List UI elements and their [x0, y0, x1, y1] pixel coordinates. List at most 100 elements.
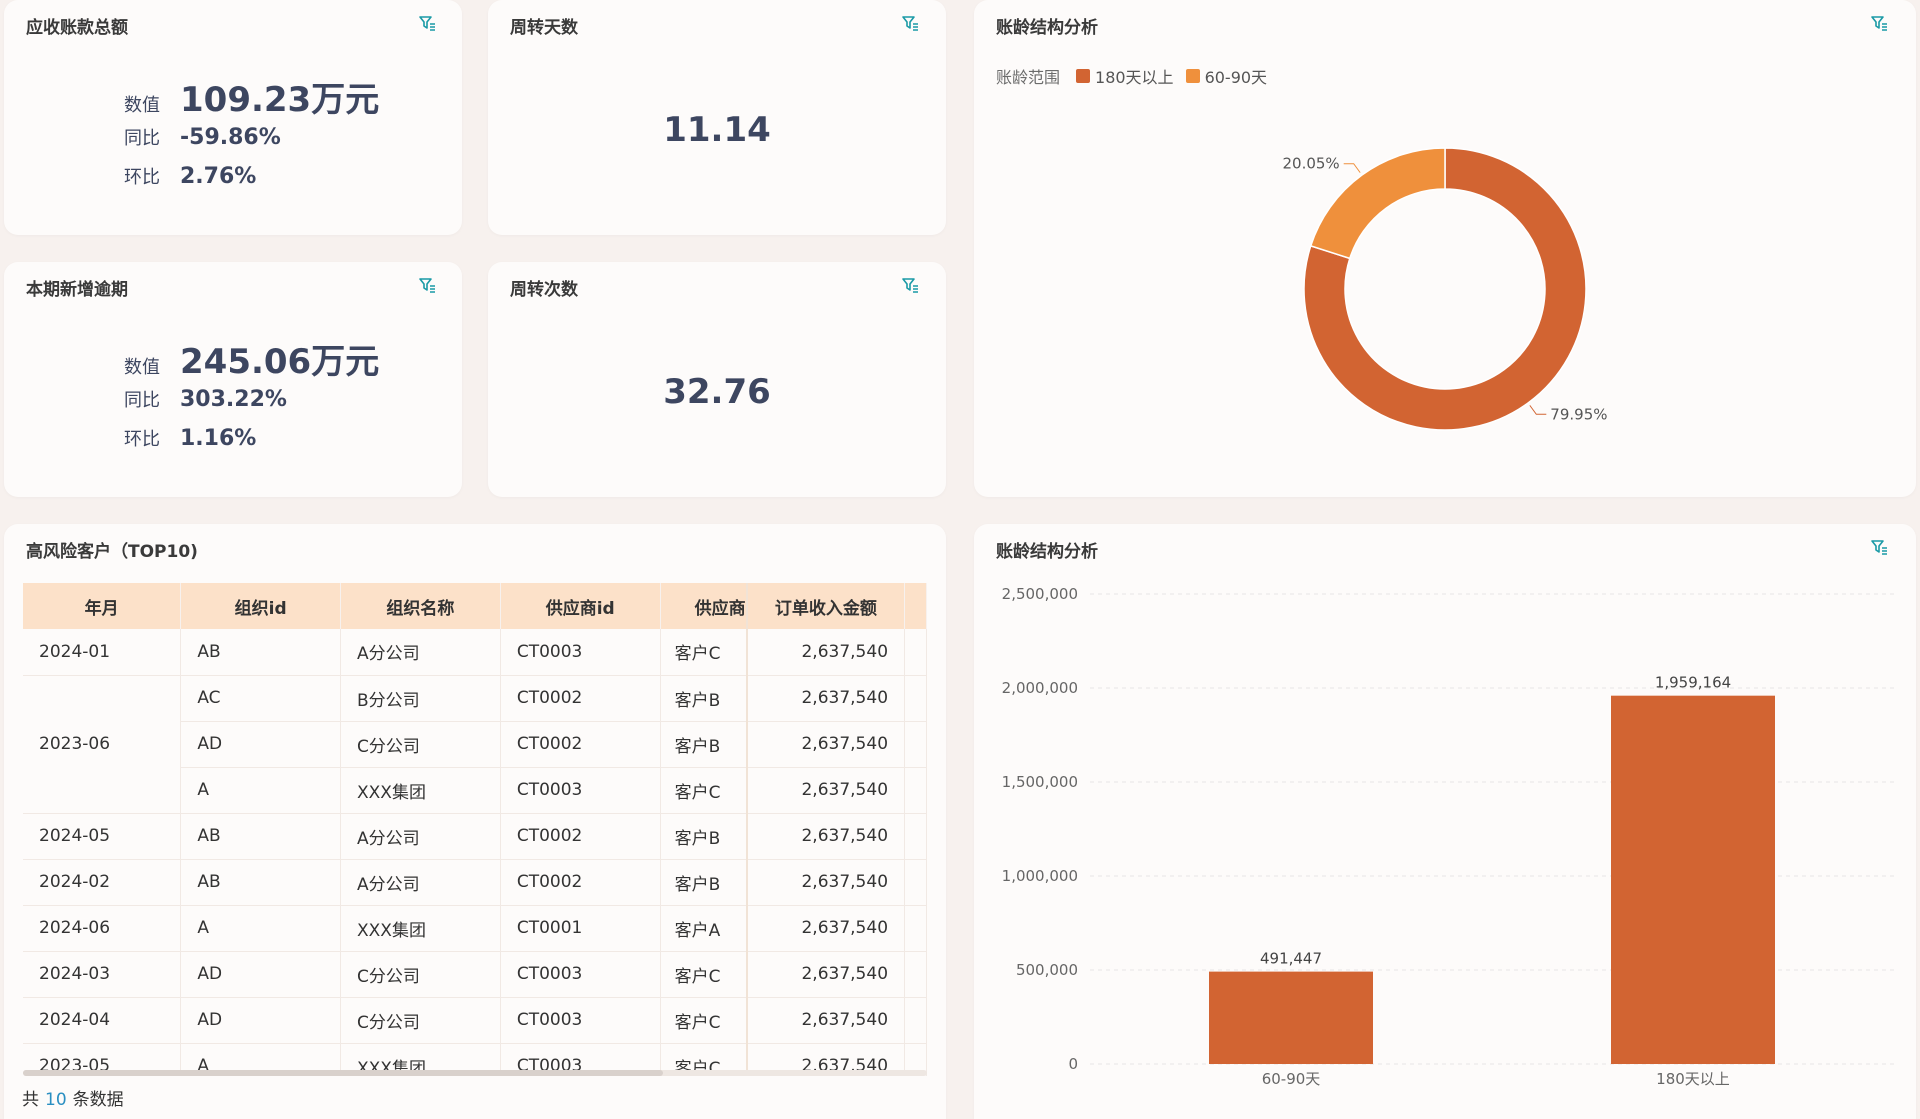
bar[interactable]	[1209, 971, 1373, 1064]
cell-yearmonth: 2024-03	[23, 951, 182, 998]
table-row[interactable]: 2024-02 AB A分公司 CT0002 客户B 2,637,540	[23, 859, 927, 906]
cell-amount: 2,637,540	[745, 905, 906, 952]
cell-supplier: 客户B	[660, 859, 748, 906]
kpi-label: 同比	[124, 128, 160, 149]
table-row[interactable]: 2024-03 AD C分公司 CT0003 客户C 2,637,540	[23, 951, 927, 998]
x-tick-label: 180天以上	[1656, 1070, 1730, 1088]
column-header[interactable]: 年月	[23, 583, 182, 629]
cell-supplier-id: CT0003	[500, 767, 661, 814]
bar-value-label: 1,959,164	[1655, 674, 1731, 692]
cell-supplier: 客户C	[660, 629, 748, 676]
card-title: 账龄结构分析	[996, 18, 1098, 38]
legend-item-60-90[interactable]: 60-90天	[1185, 64, 1267, 88]
filter-icon[interactable]	[901, 276, 919, 294]
cell-supplier: 客户C	[660, 951, 748, 998]
filter-icon[interactable]	[418, 276, 436, 294]
filter-icon[interactable]	[1870, 14, 1888, 32]
table-row[interactable]: 2023-06 AC B分公司 CT0002 客户B 2,637,540	[23, 675, 927, 814]
cell-org-name: A分公司	[340, 859, 501, 906]
legend-item-180[interactable]: 180天以上	[1076, 64, 1174, 88]
horizontal-scrollbar[interactable]	[23, 1070, 927, 1076]
kpi-yoy-value: 303.22%	[180, 387, 287, 412]
aging-bar-card: 账龄结构分析 0 500,000 1,000,000 1,500,000 2,000,0…	[974, 524, 1916, 1119]
cell-amount: 2,637,540	[745, 859, 906, 906]
cell-amount: 2,637,540	[745, 629, 906, 676]
cell-spacer	[904, 997, 927, 1044]
table-row[interactable]: A XXX集团 CT0003 客户C 2,637,540	[23, 767, 927, 814]
cell-supplier: 客户B	[660, 675, 748, 722]
cell-supplier: 客户C	[660, 767, 748, 814]
kpi-mom-value: 2.76%	[180, 164, 257, 189]
card-title: 周转天数	[510, 18, 578, 38]
cell-yearmonth: 2024-02	[23, 859, 182, 906]
cell-spacer	[904, 905, 927, 952]
cell-org-name: A分公司	[340, 813, 501, 860]
slice-leader-line	[1529, 405, 1547, 415]
kpi-label: 数值	[124, 357, 160, 378]
cell-yearmonth: 2024-06	[23, 905, 182, 952]
cell-yearmonth: 2024-01	[23, 629, 182, 676]
cell-amount: 2,637,540	[745, 951, 906, 998]
slice-label: 20.05%	[1282, 155, 1339, 173]
table-row[interactable]: 2024-06 A XXX集团 CT0001 客户A 2,637,540	[23, 905, 927, 952]
cell-org-id: AD	[180, 997, 342, 1044]
card-title: 账龄结构分析	[996, 542, 1098, 562]
cell-spacer	[904, 629, 927, 676]
kpi-card-turnover-days: 周转天数 11.14	[488, 0, 946, 235]
kpi-card-receivables: 应收账款总额 数值 109.23万元 同比 -59.86% 环比 2.76%	[4, 0, 462, 235]
cell-amount: 2,637,540	[745, 997, 906, 1044]
column-header[interactable]: 供应商id	[500, 583, 661, 629]
table-row[interactable]: 2024-05 AB A分公司 CT0002 客户B 2,637,540	[23, 813, 927, 860]
footer-suffix: 条数据	[72, 1090, 124, 1110]
cell-org-name: A分公司	[340, 629, 501, 676]
high-risk-table[interactable]: 年月 组织id 组织名称 供应商id 供应商 订单收入金额 2024-01 AB A…	[23, 583, 927, 1076]
donut-chart: 79.95% 20.05%	[1282, 147, 1608, 431]
table-row[interactable]: 2024-04 AD C分公司 CT0003 客户C 2,637,540	[23, 997, 927, 1044]
legend-label: 180天以上	[1095, 68, 1174, 87]
y-tick-label: 2,500,000	[1002, 585, 1078, 603]
legend-swatch	[1076, 69, 1091, 83]
kpi-card-turnover-count: 周转次数 32.76	[488, 262, 946, 497]
kpi-value: 245.06万元	[180, 342, 380, 382]
column-header[interactable]: 供应商	[660, 583, 748, 629]
donut-slice[interactable]	[1303, 147, 1587, 431]
chart-legend: 账龄范围 180天以上 60-90天	[996, 64, 1279, 88]
table-row[interactable]: AD C分公司 CT0002 客户B 2,637,540	[23, 721, 927, 768]
cell-org-id: AD	[180, 721, 342, 768]
cell-amount: 2,637,540	[745, 813, 906, 860]
kpi-label: 同比	[124, 390, 160, 411]
cell-org-name: B分公司	[340, 675, 501, 722]
cell-org-name: C分公司	[340, 721, 501, 768]
cell-org-name: XXX集团	[340, 767, 501, 814]
cell-amount: 2,637,540	[745, 767, 906, 814]
filter-icon[interactable]	[1870, 538, 1888, 556]
cell-spacer	[904, 859, 927, 906]
cell-supplier: 客户C	[660, 997, 748, 1044]
column-header[interactable]: 组织id	[180, 583, 342, 629]
slice-leader-line	[1343, 163, 1361, 173]
card-title: 本期新增逾期	[26, 280, 128, 300]
kpi-label: 数值	[124, 95, 160, 116]
table-row[interactable]: 2024-01 AB A分公司 CT0003 客户C 2,637,540	[23, 629, 927, 676]
kpi-value: 11.14	[663, 110, 771, 150]
cell-org-id: AD	[180, 951, 342, 998]
cell-spacer	[904, 767, 927, 814]
filter-icon[interactable]	[418, 14, 436, 32]
bar[interactable]	[1611, 695, 1775, 1064]
cell-spacer	[904, 1043, 927, 1076]
kpi-card-new-overdue: 本期新增逾期 数值 245.06万元 同比 303.22% 环比 1.16%	[4, 262, 462, 497]
cell-yearmonth: 2023-06	[23, 675, 182, 814]
cell-spacer	[904, 675, 927, 722]
column-header[interactable]: 订单收入金额	[745, 583, 906, 629]
column-header[interactable]: 组织名称	[340, 583, 501, 629]
filter-icon[interactable]	[901, 14, 919, 32]
donut-slice[interactable]	[1309, 147, 1446, 260]
cell-supplier-id: CT0002	[500, 859, 661, 906]
y-tick-label: 0	[1068, 1055, 1078, 1073]
cell-yearmonth: 2024-05	[23, 813, 182, 860]
cell-spacer	[904, 813, 927, 860]
scrollbar-thumb[interactable]	[23, 1070, 663, 1076]
cell-org-name: C分公司	[340, 951, 501, 998]
table-footer: 共 10 条数据	[22, 1085, 124, 1110]
cell-org-name: XXX集团	[340, 905, 501, 952]
